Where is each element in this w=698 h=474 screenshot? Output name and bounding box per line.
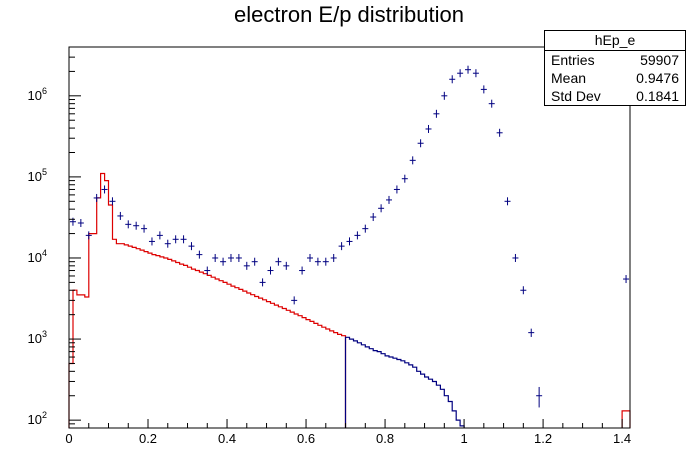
data-point — [512, 253, 519, 262]
x-tick-label: 0.6 — [297, 431, 315, 446]
data-point — [504, 197, 511, 206]
data-point — [93, 193, 100, 202]
data-point — [180, 235, 187, 244]
data-point — [141, 224, 148, 233]
x-tick-label: 0.4 — [218, 431, 236, 446]
data-point — [235, 253, 242, 262]
data-point — [330, 253, 337, 262]
stats-value-entries: 59907 — [640, 52, 679, 68]
data-point — [283, 261, 290, 270]
data-point — [251, 257, 258, 266]
stats-row-mean: Mean 0.9476 — [545, 69, 685, 87]
data-point — [496, 128, 503, 137]
data-point — [354, 231, 361, 240]
data-point — [465, 65, 472, 74]
stats-value-stddev: 0.1841 — [636, 88, 679, 104]
data-point — [164, 239, 171, 248]
data-point — [536, 386, 543, 408]
data-point — [425, 124, 432, 133]
data-point — [204, 266, 211, 275]
y-tick-label: 104 — [28, 248, 47, 265]
data-point — [148, 237, 155, 246]
data-point — [401, 174, 408, 183]
data-point — [125, 220, 132, 229]
data-point — [227, 253, 234, 262]
stats-label-stddev: Std Dev — [551, 88, 601, 104]
data-point — [433, 109, 440, 118]
stats-value-mean: 0.9476 — [636, 70, 679, 86]
data-point — [109, 197, 116, 206]
y-tick-label: 103 — [28, 329, 47, 346]
y-tick-label: 106 — [28, 86, 47, 103]
data-point — [101, 185, 108, 194]
data-point — [275, 257, 282, 266]
y-tick-label: 102 — [28, 410, 47, 427]
histogram-step-line-3 — [621, 410, 631, 428]
data-point — [322, 257, 329, 266]
data-point — [386, 195, 393, 204]
data-point — [259, 278, 266, 287]
data-point — [212, 253, 219, 262]
data-point — [528, 328, 535, 337]
data-point — [291, 296, 298, 305]
data-point — [338, 242, 345, 251]
data-points-layer — [69, 65, 630, 408]
data-point — [196, 250, 203, 259]
plot-frame — [68, 46, 631, 429]
data-point — [449, 75, 456, 84]
x-tick-label: 1 — [460, 431, 467, 446]
data-point — [156, 231, 163, 240]
stats-row-entries: Entries 59907 — [545, 51, 685, 69]
data-point — [457, 69, 464, 78]
data-point — [623, 275, 630, 284]
stats-row-stddev: Std Dev 0.1841 — [545, 87, 685, 105]
x-tick-label: 0.2 — [139, 431, 157, 446]
data-point — [520, 286, 527, 295]
data-point — [346, 237, 353, 246]
data-point — [77, 219, 84, 228]
data-point — [409, 156, 416, 165]
data-point — [188, 242, 195, 251]
histogram-step-line-2 — [344, 336, 465, 428]
data-point — [85, 231, 92, 240]
data-point — [267, 266, 274, 275]
stats-box-name: hEp_e — [545, 31, 685, 51]
stats-label-mean: Mean — [551, 70, 587, 86]
data-point — [314, 257, 321, 266]
data-point — [393, 185, 400, 194]
x-tick-label: 1.2 — [534, 431, 552, 446]
data-point — [441, 91, 448, 100]
data-point — [299, 266, 306, 275]
data-point — [488, 99, 495, 108]
stats-label-entries: Entries — [551, 52, 595, 68]
blue-histogram-layer — [344, 336, 465, 428]
data-point — [472, 69, 479, 78]
data-point — [306, 253, 313, 262]
x-tick-label: 1.4 — [613, 431, 631, 446]
x-tick-label: 0 — [65, 431, 72, 446]
data-point — [243, 261, 250, 270]
chart-title: electron E/p distribution — [234, 2, 464, 27]
data-point — [378, 204, 385, 213]
x-tick-label: 0.8 — [376, 431, 394, 446]
data-point — [480, 85, 487, 94]
histogram-step-line-1 — [68, 172, 347, 428]
data-point — [417, 139, 424, 148]
data-point — [220, 257, 227, 266]
data-point — [370, 213, 377, 222]
stats-box: hEp_e Entries 59907 Mean 0.9476 Std Dev … — [544, 30, 686, 106]
data-point — [133, 221, 140, 230]
axes-layer: 0 0.2 0.4 0.6 0.8 1 1.2 1.4 102 103 104 105 106 — [28, 46, 631, 446]
data-point — [117, 211, 124, 220]
data-point — [172, 235, 179, 244]
red-histogram-layer — [68, 172, 631, 428]
y-tick-label: 105 — [28, 167, 47, 184]
data-point — [362, 224, 369, 233]
